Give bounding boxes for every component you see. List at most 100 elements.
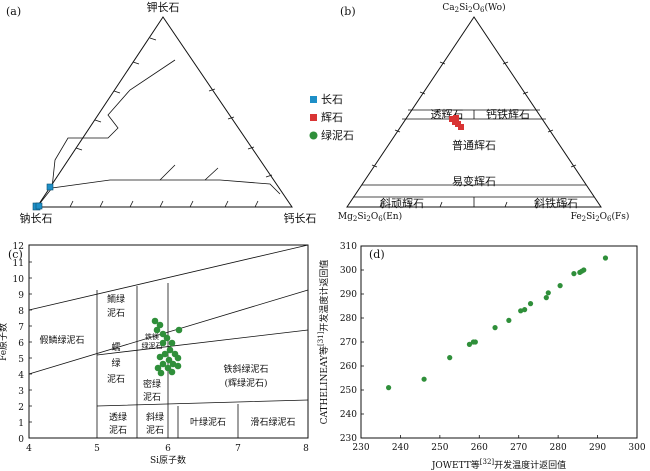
field-label-ripidolite-2: 绿 [111, 357, 120, 369]
scatter-x-axis: 230 240 250 260 270 280 290 300 [352, 435, 646, 453]
y-tick-label: 240 [340, 410, 357, 420]
apex-label-ferrosilite: Fe2Si2O6(Fs) [571, 211, 630, 223]
feldspar-field-boundary-left [51, 59, 176, 189]
x-tick-label: 290 [589, 443, 606, 453]
y-tick-label: 9 [18, 291, 24, 301]
feldspar-field-boundary-minor [159, 164, 219, 181]
chlorite-point [164, 364, 172, 372]
chlorite-point [156, 353, 164, 361]
x-tick-label: 270 [510, 443, 527, 453]
field-label-hedenbergite: 钙铁辉石 [486, 107, 530, 121]
x-tick-label: 230 [352, 443, 369, 453]
y-tick-label: 6 [18, 339, 24, 349]
scatter-point [472, 339, 478, 345]
y-tick-label: 290 [340, 290, 357, 300]
x-tick-label: 300 [628, 443, 645, 453]
field-label-pycnochlorite: 密绿 [143, 378, 161, 390]
y-tick-label: 12 [13, 242, 24, 252]
x-tick-label: 240 [392, 443, 409, 453]
panel-d-tag: (d) [369, 248, 385, 261]
scatter-point [557, 283, 563, 289]
chlorite-point [174, 354, 182, 362]
field-label-clinochlore-2: 泥石 [146, 425, 164, 436]
x-tick-label: 8 [303, 444, 309, 454]
y-axis-label: Fe原子数 [0, 323, 9, 361]
x-tick-label: 260 [471, 443, 488, 453]
field-label-diabantite: 鲕绿 [107, 293, 125, 305]
scatter-point [543, 295, 549, 301]
legend-swatch-pyroxene [310, 114, 317, 121]
y-tick-label: 4 [18, 371, 24, 381]
y-tick-label: 1 [18, 419, 24, 429]
scatter-point [571, 271, 577, 277]
chlorite-points [151, 317, 183, 377]
x-tick-label: 4 [26, 444, 32, 454]
scatter-point [466, 341, 473, 347]
chlorite-point [159, 330, 167, 338]
panel-b-tag: (b) [340, 5, 356, 18]
y-tick-label: 260 [340, 362, 357, 372]
scatter-point [506, 317, 512, 323]
field-label-ripidolite: 蠕 [111, 342, 120, 353]
x-tick-label: 250 [431, 443, 448, 453]
apex-label-wollastonite: Ca2Si2O6(Wo) [442, 2, 505, 14]
panel-c-tag: (c) [8, 248, 23, 261]
pyroxene-points [449, 115, 464, 130]
scatter-point [527, 301, 534, 307]
y-tick-label: 0 [18, 435, 24, 445]
field-label-pycnochlorite-2: 泥石 [143, 392, 161, 403]
scatter-point [421, 376, 427, 382]
panel-a-tag: (a) [6, 5, 21, 18]
chlorite-plot-frame [28, 244, 309, 439]
pyroxene-point [453, 115, 459, 121]
field-label-augite: 普通辉石 [452, 138, 496, 152]
scatter-point [545, 290, 551, 296]
legend-label-feldspar: 长石 [321, 93, 343, 106]
chlorite-point [168, 368, 176, 376]
field-label-ferromagnesian-2: 绿泥石 [142, 341, 163, 350]
field-label-diabantite-2: 泥石 [107, 308, 125, 319]
y-tick-label: 270 [340, 338, 357, 348]
scatter-point [492, 325, 498, 331]
scatter-y-axis: 230 240 250 260 270 280 290 300 310 [340, 242, 364, 444]
panel-c-chlorite-classification: (c) 0 1 2 3 4 5 6 7 8 9 10 11 12 4 5 6 7… [0, 242, 309, 466]
y-tick-label: 7 [18, 323, 24, 333]
x-tick-label: 6 [165, 444, 171, 454]
chlorite-point [165, 356, 173, 364]
chlorite-point [166, 346, 174, 354]
apex-label-albite: 钠长石 [20, 211, 53, 225]
legend-label-pyroxene: 辉石 [321, 111, 343, 124]
y-tick-label: 310 [340, 242, 357, 252]
field-label-clinoferrosilite: 斜铁辉石 [534, 197, 578, 210]
feldspar-field-boundary-lower [36, 179, 281, 208]
chlorite-point [153, 326, 161, 334]
y-tick-label: 230 [340, 434, 357, 444]
apex-label-enstatite: Mg2Si2O6(En) [338, 211, 402, 223]
field-label-penninite-2: 泥石 [109, 425, 127, 436]
pyroxene-point [458, 124, 464, 130]
y-tick-label: 8 [18, 307, 24, 317]
feldspar-ticks [69, 37, 273, 208]
pyroxene-ticks [371, 61, 577, 208]
y-tick-label: 280 [340, 314, 357, 324]
chlorite-point [154, 364, 162, 372]
legend: 长石 辉石 绿泥石 [309, 93, 354, 142]
panel-d-thermometer-scatter: (d) 230 240 250 260 270 280 290 300 230 240 250 26… [317, 242, 646, 471]
field-label-penninite: 透绿 [109, 411, 127, 423]
chlorite-field-lines-diagonal [28, 244, 309, 407]
y-axis-label: CATHELINEAY等[31]开发温度计返回值 [317, 260, 330, 425]
x-axis-label: JOWETT等[32]开发温度计返回值 [431, 458, 566, 471]
x-axis-label: Si原子数 [150, 454, 186, 466]
legend-swatch-feldspar [310, 96, 317, 103]
x-tick-label: 5 [94, 444, 100, 454]
y-tick-label: 250 [340, 386, 357, 396]
y-tick-label: 2 [18, 403, 24, 413]
scatter-point [602, 255, 609, 261]
scatter-point [386, 385, 392, 391]
field-label-clinoenstatite: 斜顽辉石 [380, 197, 424, 210]
scatter-point [447, 355, 453, 361]
chlorite-point [159, 360, 167, 368]
field-label-sheridanite: 叶绿泥石 [190, 416, 226, 428]
pyroxene-field-boundaries [353, 109, 594, 207]
scatter-point [581, 267, 587, 273]
